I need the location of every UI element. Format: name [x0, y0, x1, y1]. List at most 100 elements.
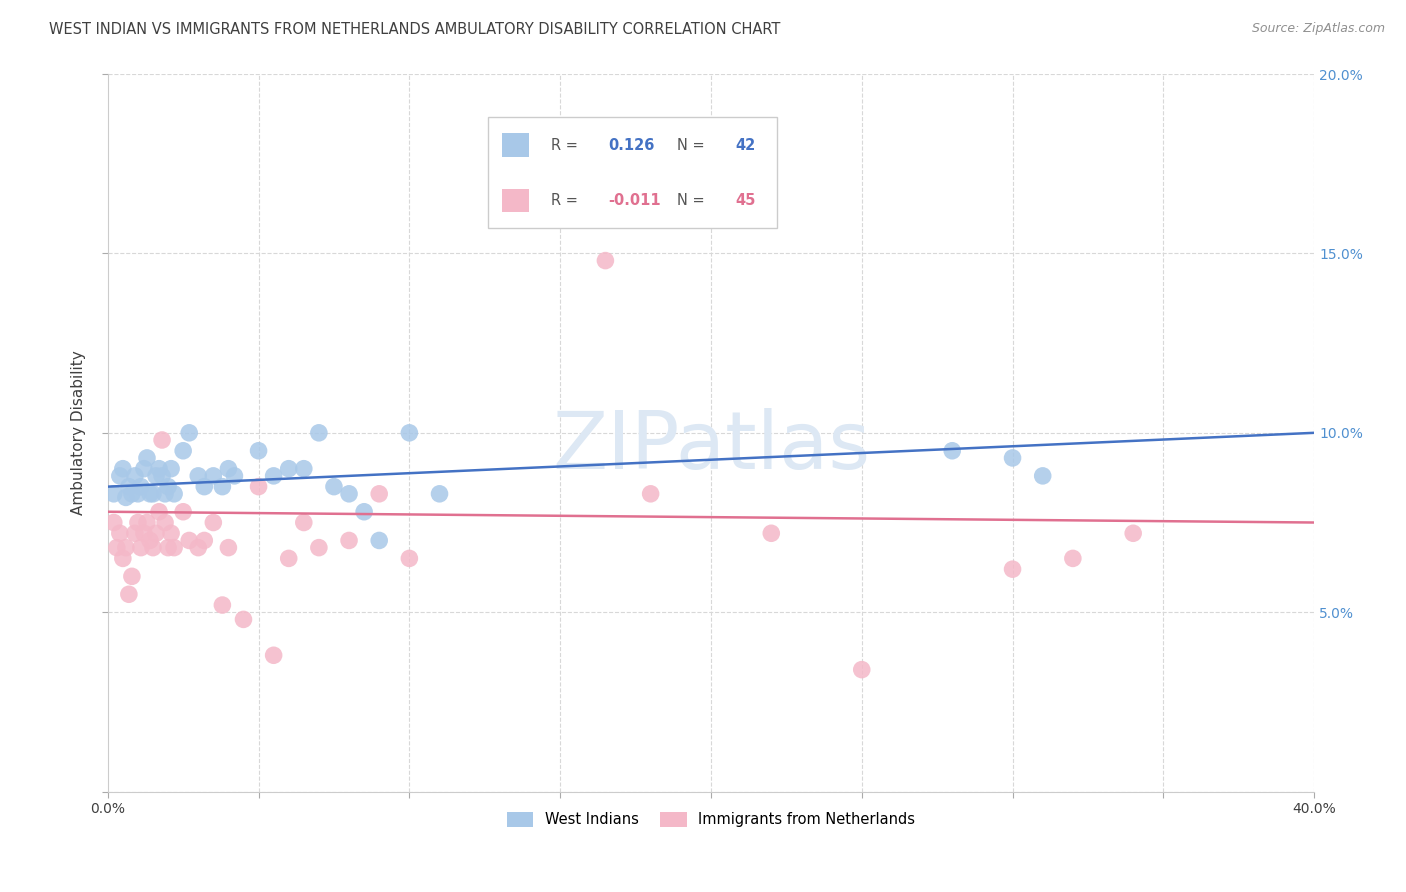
Point [247, 480, 270, 494]
Point [148, 505, 170, 519]
Point [160, 526, 183, 541]
Point [595, 253, 617, 268]
Point [139, 533, 162, 548]
Text: WEST INDIAN VS IMMIGRANTS FROM NETHERLANDS AMBULATORY DISABILITY CORRELATION CHA: WEST INDIAN VS IMMIGRANTS FROM NETHERLAN… [49, 22, 780, 37]
Point [323, 480, 346, 494]
Point [118, 587, 141, 601]
Point [124, 468, 146, 483]
Point [132, 461, 155, 475]
Point [105, 541, 128, 555]
Point [337, 487, 360, 501]
Text: N =: N = [678, 194, 704, 209]
Point [1001, 562, 1024, 576]
Point [127, 487, 149, 501]
Point [187, 541, 209, 555]
Point [224, 468, 246, 483]
Point [308, 425, 330, 440]
Point [263, 648, 285, 663]
Point [429, 487, 451, 501]
Point [368, 533, 391, 548]
Point [129, 480, 152, 494]
Point [129, 541, 152, 555]
Point [193, 533, 215, 548]
Point [118, 480, 141, 494]
Point [148, 461, 170, 475]
Point [111, 551, 134, 566]
Point [263, 468, 285, 483]
Point [247, 443, 270, 458]
Point [163, 487, 186, 501]
Point [103, 516, 125, 530]
Text: ZIPatlas: ZIPatlas [553, 409, 870, 486]
Point [1062, 551, 1084, 566]
Point [160, 461, 183, 475]
Point [172, 443, 194, 458]
Point [111, 461, 134, 475]
Point [163, 541, 186, 555]
Point [153, 516, 176, 530]
Point [1032, 468, 1054, 483]
Point [548, 193, 571, 207]
Point [179, 533, 201, 548]
Point [211, 480, 233, 494]
Point [337, 533, 360, 548]
Point [108, 468, 131, 483]
FancyBboxPatch shape [488, 117, 778, 228]
Point [353, 505, 375, 519]
Point [145, 526, 167, 541]
Point [142, 487, 165, 501]
Point [277, 461, 299, 475]
Y-axis label: Ambulatory Disability: Ambulatory Disability [72, 351, 86, 516]
Point [368, 487, 391, 501]
Point [132, 526, 155, 541]
Point [115, 491, 138, 505]
Point [292, 461, 315, 475]
Point [193, 480, 215, 494]
Point [136, 450, 159, 465]
Point [202, 516, 225, 530]
Point [277, 551, 299, 566]
Text: 45: 45 [735, 194, 755, 209]
Point [145, 468, 167, 483]
Text: R =: R = [551, 194, 578, 209]
Point [232, 612, 254, 626]
Point [1122, 526, 1144, 541]
Point [108, 526, 131, 541]
Point [217, 541, 239, 555]
Point [398, 551, 420, 566]
Point [136, 516, 159, 530]
Point [292, 516, 315, 530]
Text: R =: R = [551, 138, 578, 153]
Point [211, 598, 233, 612]
Point [851, 663, 873, 677]
Point [217, 461, 239, 475]
Point [308, 541, 330, 555]
Point [941, 443, 963, 458]
Point [1001, 450, 1024, 465]
Point [115, 541, 138, 555]
Text: N =: N = [678, 138, 704, 153]
Point [187, 468, 209, 483]
Point [761, 526, 783, 541]
Point [398, 425, 420, 440]
Point [157, 541, 180, 555]
Point [179, 425, 201, 440]
Point [640, 487, 662, 501]
Point [121, 569, 143, 583]
Text: 0.126: 0.126 [609, 138, 655, 153]
Text: -0.011: -0.011 [609, 194, 661, 209]
Point [150, 468, 173, 483]
Legend: West Indians, Immigrants from Netherlands: West Indians, Immigrants from Netherland… [499, 805, 922, 835]
Text: Source: ZipAtlas.com: Source: ZipAtlas.com [1251, 22, 1385, 36]
Point [121, 487, 143, 501]
FancyBboxPatch shape [502, 133, 529, 157]
Point [172, 505, 194, 519]
Point [153, 487, 176, 501]
Point [142, 541, 165, 555]
Point [124, 526, 146, 541]
Point [202, 468, 225, 483]
Point [127, 516, 149, 530]
Point [103, 487, 125, 501]
Text: 42: 42 [735, 138, 755, 153]
Point [150, 433, 173, 447]
